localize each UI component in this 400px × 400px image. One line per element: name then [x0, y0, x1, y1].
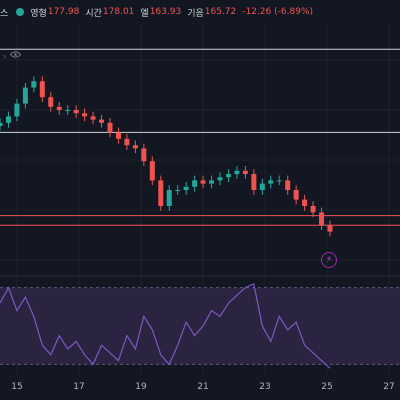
time-axis-label: 17: [73, 382, 85, 392]
candle-body: [285, 180, 291, 190]
candle-body: [209, 180, 215, 184]
candle-body: [183, 186, 189, 190]
candle-body: [225, 174, 231, 178]
candle-body: [319, 212, 325, 226]
time-axis[interactable]: 15 17 19 21 23 25 27: [0, 374, 400, 400]
candle-body: [192, 180, 198, 187]
candle-body: [251, 174, 257, 190]
close-label: 기음: [187, 8, 204, 19]
eye-icon[interactable]: [10, 51, 21, 58]
candle-body: [242, 170, 248, 174]
time-axis-label: 25: [321, 382, 333, 392]
time-axis-label: 23: [259, 382, 271, 392]
candle-body: [132, 145, 138, 149]
collapse-chevron-icon[interactable]: ›: [3, 52, 7, 61]
candle-body: [268, 180, 274, 184]
candle-body: [217, 177, 223, 181]
oscillator-line: [0, 282, 331, 369]
candle-body: [310, 206, 316, 213]
candle-body: [166, 190, 172, 206]
candle-body: [99, 119, 105, 123]
candle-body: [31, 81, 37, 88]
open-label: 영형: [30, 8, 47, 19]
close-value: 165.72: [204, 7, 237, 17]
candle-body: [158, 180, 164, 206]
candle-body: [82, 113, 88, 117]
candle-body: [73, 110, 79, 114]
candle-body: [149, 161, 155, 181]
candle-body: [56, 106, 62, 110]
low-value: 163.93: [149, 7, 182, 17]
lightning-glyph: ⚡: [325, 255, 333, 265]
candle-body: [22, 87, 28, 104]
candle-body: [141, 148, 147, 162]
candle-body: [0, 122, 3, 126]
candle-body: [90, 116, 96, 120]
price-header: 스 영형 177.98 시간 178.01 엘 163.93 기음 165.72…: [0, 0, 400, 24]
candle-body: [259, 183, 265, 190]
candle-body: [234, 170, 240, 174]
open-value: 177.98: [47, 7, 80, 17]
candle-body: [200, 180, 206, 184]
candle-body: [14, 103, 20, 117]
high-label: 시간: [85, 8, 102, 19]
candle-body: [39, 81, 45, 98]
price-chart[interactable]: [0, 0, 400, 374]
candle-body: [5, 116, 11, 123]
candle-body: [107, 122, 113, 133]
candle-body: [115, 132, 121, 139]
time-axis-label: 15: [11, 382, 23, 392]
time-axis-label: 27: [383, 382, 395, 392]
high-value: 178.01: [102, 7, 135, 17]
time-axis-label: 21: [197, 382, 209, 392]
oscillator-band: [0, 287, 400, 365]
candle-body: [293, 190, 299, 200]
candle-body: [48, 97, 54, 107]
candle-body: [65, 110, 71, 111]
candle-body: [175, 190, 181, 191]
candle-body: [124, 138, 130, 146]
market-status-dot: [16, 8, 25, 16]
time-axis-label: 19: [135, 382, 147, 392]
candle-body: [276, 180, 282, 182]
symbol-name[interactable]: 스: [0, 8, 9, 19]
lightning-icon[interactable]: ⚡: [321, 252, 337, 268]
candle-body: [302, 199, 308, 206]
change-value: -12.26 (-6.89%): [242, 7, 313, 17]
candle-body: [327, 225, 333, 232]
low-label: 엘: [140, 8, 149, 19]
